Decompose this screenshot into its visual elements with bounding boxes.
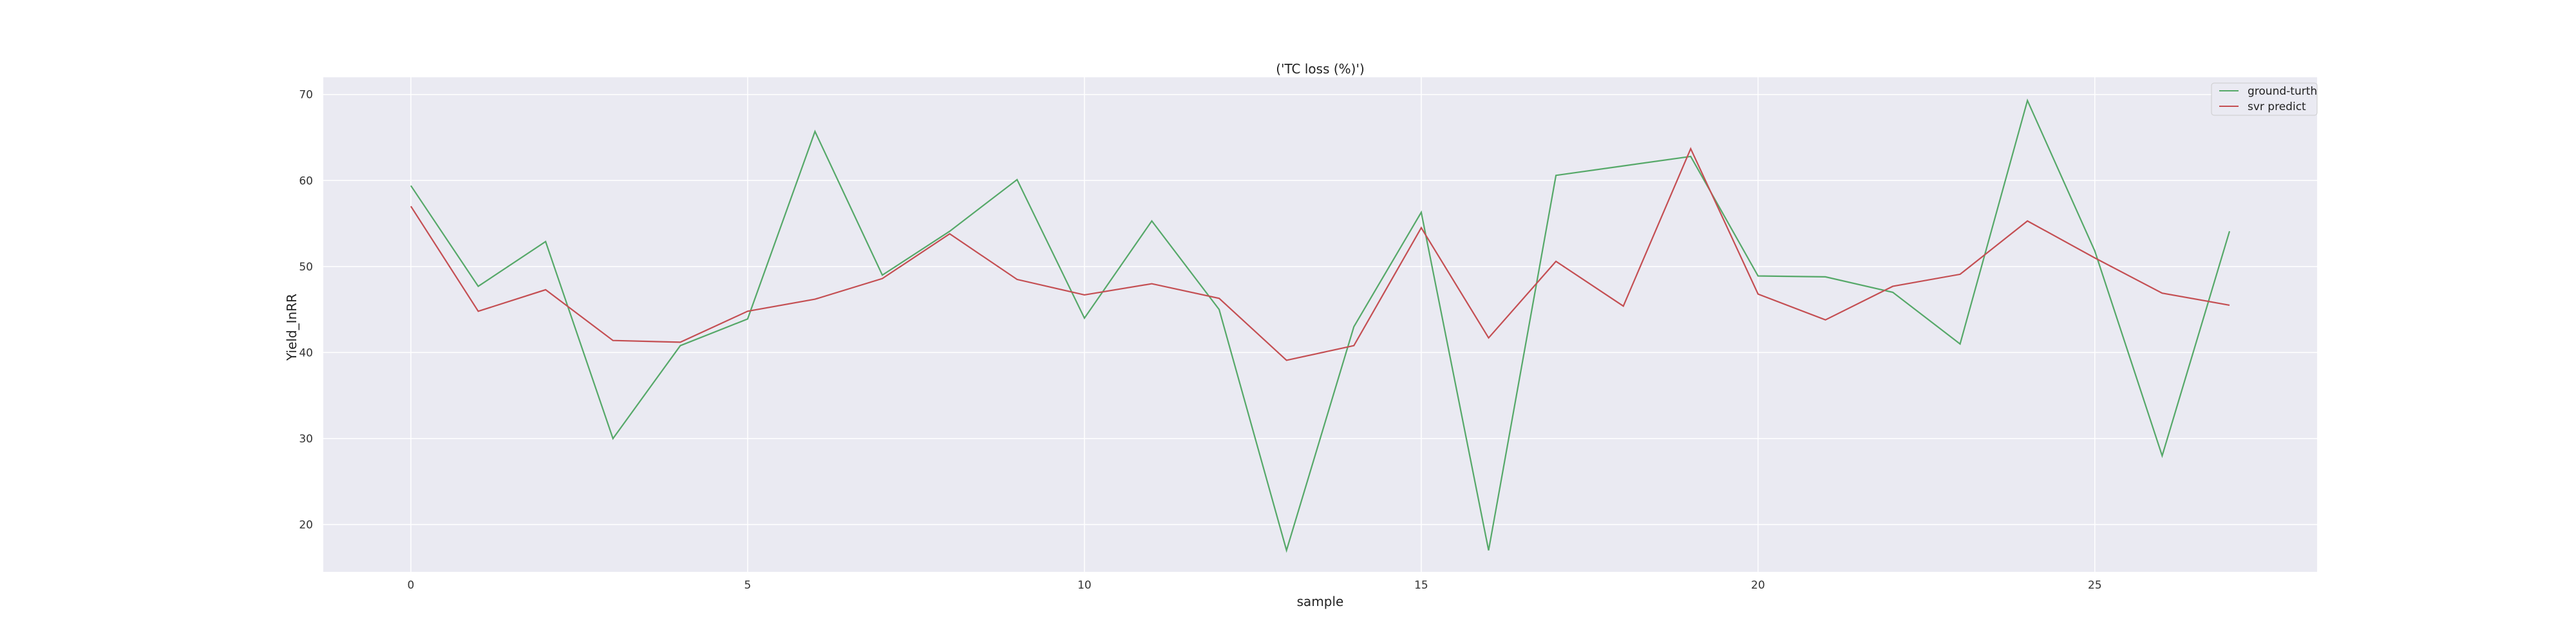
y-axis-label: Yield_InRR — [284, 294, 299, 361]
chart-title: ('TC loss (%)') — [1276, 61, 1365, 77]
y-tick-label: 40 — [299, 346, 313, 359]
legend-label-svr-predict: svr predict — [2248, 100, 2306, 113]
y-tick-label: 70 — [299, 89, 313, 102]
y-tick-label: 60 — [299, 175, 313, 187]
x-tick-label: 20 — [1751, 579, 1765, 592]
legend-label-ground-turth: ground-turth — [2248, 85, 2317, 98]
x-tick-label: 10 — [1077, 579, 1092, 592]
x-tick-label: 5 — [744, 579, 752, 592]
series-line-svr-predict — [410, 147, 2230, 361]
plot-background — [323, 77, 2317, 572]
x-axis-label: sample — [1297, 594, 1344, 609]
x-tick-label: 0 — [408, 579, 415, 592]
tick-labels: 20 30 40 50 60 70 0 5 10 15 20 25 — [299, 89, 2101, 592]
series-lines — [410, 98, 2231, 553]
legend: ground-turth svr predict — [2211, 82, 2318, 116]
grid-lines — [323, 77, 2317, 572]
y-tick-label: 20 — [299, 519, 313, 532]
x-tick-label: 25 — [2088, 579, 2102, 592]
y-tick-label: 50 — [299, 261, 313, 274]
series-line-ground-turth — [410, 98, 2231, 553]
x-tick-label: 15 — [1414, 579, 1428, 592]
y-tick-label: 30 — [299, 433, 313, 446]
